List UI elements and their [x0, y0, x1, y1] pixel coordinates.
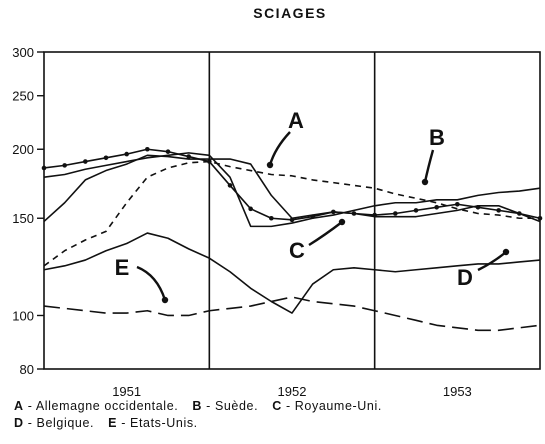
annotation-arrow-a [268, 131, 291, 166]
chart-title: SCIAGES [253, 5, 327, 21]
legend-key-d: D [14, 416, 24, 430]
series-a-point [434, 205, 439, 210]
series-a-point [455, 201, 460, 207]
legend-key-b: B [192, 399, 203, 413]
annotation-label-c: C [289, 238, 305, 263]
legend-key-e: E [108, 416, 118, 430]
legend: A - Allemagne occidentale. B - Suède. C … [14, 398, 539, 432]
annotation-label-b: B [429, 125, 445, 150]
series-a-point [269, 215, 274, 221]
series-a-point [83, 159, 88, 164]
legend-text-e: - Etats-Unis. [121, 416, 198, 430]
series-b-line [43, 152, 541, 228]
annotation-label-a: A [288, 108, 304, 133]
annotation-label-e: E [115, 255, 130, 280]
legend-key-c: C [272, 399, 282, 413]
series-c-line [43, 154, 541, 223]
plot-frame [43, 51, 541, 370]
annotation-arrow-b [423, 149, 435, 183]
annotation-arrow-c [308, 221, 343, 247]
series-d-line [43, 232, 541, 314]
series-a-point [186, 154, 191, 159]
annotation-arrowhead-d [502, 248, 510, 256]
legend-text-d: - Belgique. [27, 416, 95, 430]
series-e-line [43, 296, 541, 332]
series-unlabeled-dashed-line [43, 160, 540, 267]
legend-text-a: - Allemagne occidentale. [27, 399, 179, 413]
annotation-arrow-e [136, 265, 167, 301]
y-tick-label: 150 [12, 211, 34, 226]
annotation-label-d: D [457, 265, 473, 290]
series-a-point [496, 208, 501, 213]
series-a-point [227, 183, 233, 188]
legend-row-2: D - Belgique. E - Etats-Unis. [14, 415, 539, 432]
legend-text-b: - Suède. [206, 399, 259, 413]
legend-text-c: - Royaume-Uni. [285, 399, 382, 413]
series-a-point [62, 163, 67, 168]
series-a-point [413, 208, 419, 213]
series-a-point [103, 155, 109, 161]
annotation-arrowhead-b [421, 178, 429, 186]
x-tick-label: 1952 [278, 384, 307, 399]
annotation-arrowhead-a [266, 161, 274, 169]
annotation-arrow-d [477, 251, 507, 272]
series-a-point [393, 211, 398, 216]
series-a-point [165, 149, 171, 154]
annotation-arrowhead-e [161, 296, 169, 304]
series-a-point [41, 165, 47, 171]
x-tick-label: 1953 [443, 384, 472, 399]
y-tick-label: 100 [12, 308, 34, 323]
legend-row-1: A - Allemagne occidentale. B - Suède. C … [14, 398, 539, 415]
series-a-point [248, 206, 253, 212]
series-a-point [145, 146, 150, 152]
x-tick-label: 1951 [112, 384, 141, 399]
series-a-point [207, 159, 212, 164]
y-tick-label: 300 [12, 45, 34, 60]
y-tick-label: 250 [12, 89, 34, 104]
annotation-arrowhead-c [338, 218, 346, 226]
y-tick-label: 80 [20, 362, 34, 377]
legend-key-a: A [14, 399, 24, 413]
series-a-point [124, 151, 129, 157]
y-tick-label: 200 [12, 142, 34, 157]
